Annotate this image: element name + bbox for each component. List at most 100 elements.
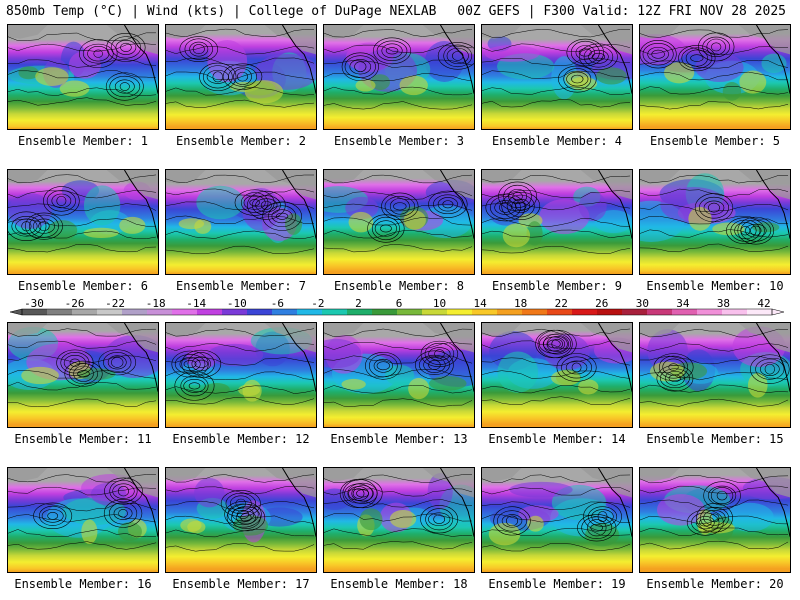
coastline	[282, 323, 316, 392]
colorbar-swatch	[122, 309, 148, 315]
colorbar-swatch	[672, 309, 698, 315]
isobar-contour	[437, 42, 474, 70]
isobar-contour	[349, 59, 372, 75]
cold-airmass	[345, 196, 379, 220]
isobar-contour	[551, 338, 563, 350]
colorbar-tick-label: 26	[595, 297, 608, 310]
cold-airmass	[424, 41, 464, 82]
ensemble-map-panel	[639, 322, 791, 428]
temperature-map	[482, 323, 632, 427]
isobar-contour	[73, 365, 94, 382]
colorbar-swatch	[647, 309, 673, 315]
colorbar-tick-label: -18	[146, 297, 166, 310]
land-mass	[324, 468, 474, 498]
isobar-contour	[708, 202, 720, 213]
isobar-contour	[587, 519, 607, 537]
isobar-contour	[493, 506, 531, 536]
wind-streamline	[166, 343, 315, 352]
wind-streamline	[324, 341, 473, 351]
ensemble-map-panel	[7, 169, 159, 275]
isobar-contour	[578, 48, 592, 57]
coastline	[756, 468, 790, 537]
wind-streamline	[482, 201, 631, 211]
cold-airmass	[518, 505, 559, 523]
colorbar-swatch	[347, 309, 373, 315]
wind-streamline	[640, 372, 789, 381]
wind-streamline	[482, 190, 631, 199]
wind-streamline	[8, 189, 157, 199]
wind-streamline	[482, 70, 631, 79]
coastline	[282, 25, 316, 94]
colorbar-swatch	[622, 309, 648, 315]
isobar-contour	[418, 354, 450, 375]
colorbar-swatch	[722, 309, 748, 315]
wind-streamline	[324, 244, 473, 253]
wind-streamline	[482, 543, 631, 552]
colorbar-max-arrow	[771, 308, 785, 316]
temperature-map	[324, 170, 474, 274]
mild-airmass	[35, 67, 69, 87]
isobar-contour	[271, 209, 293, 224]
cold-airmass	[324, 488, 351, 511]
isobar-contour	[191, 356, 211, 372]
coastline	[440, 468, 474, 537]
wind-streamline	[640, 188, 789, 198]
wind-streamline	[324, 191, 473, 200]
wind-streamline	[640, 355, 789, 365]
isobar-contour	[376, 40, 408, 61]
isobar-contour	[764, 363, 775, 375]
isobar-contour	[255, 198, 278, 213]
colorbar-swatch	[747, 309, 773, 315]
cold-airmass	[647, 329, 688, 373]
colorbar-swatch	[222, 309, 248, 315]
isobar-contour	[535, 329, 573, 359]
coastline	[756, 170, 790, 239]
isobar-contour	[668, 374, 682, 382]
isobar-contour	[647, 46, 669, 62]
wind-streamline	[324, 541, 473, 550]
wind-streamline	[324, 101, 473, 110]
isobar-contour	[588, 49, 609, 64]
isobar-contour	[231, 507, 255, 522]
ensemble-map-panel	[7, 322, 159, 428]
isobar-contour	[220, 489, 261, 517]
isobar-contour	[15, 218, 38, 234]
isobar-contour	[206, 69, 229, 84]
wind-streamline	[166, 188, 315, 197]
temperature-colorbar: -30 -26 -22 -18 -14 -10 -6 -2 2 6 10 14 18 22 26 30 34 38…	[0, 296, 800, 322]
run-valid-time: 00Z GEFS | F300 Valid: 12Z FRI NOV 28 20…	[457, 4, 786, 19]
coastline	[598, 323, 632, 392]
cold-airmass	[324, 338, 362, 369]
isobar-contour	[703, 510, 726, 526]
wind-streamline	[324, 86, 473, 96]
mild-airmass	[565, 70, 591, 88]
isobar-contour	[243, 195, 266, 210]
wind-streamline	[324, 369, 473, 378]
wind-streamline	[8, 340, 157, 349]
isobar-contour	[41, 509, 64, 523]
ensemble-member-caption: Ensemble Member: 9	[491, 279, 623, 293]
isobar-contour	[105, 72, 144, 101]
isobar-contour	[691, 512, 720, 533]
colorbar-swatch	[522, 309, 548, 315]
land-mass	[482, 25, 632, 55]
isobar-contour	[716, 490, 728, 501]
colorbar-tick-label: -10	[227, 297, 247, 310]
isobar-contour	[103, 499, 143, 528]
isobar-contour	[372, 37, 412, 65]
isobar-contour	[371, 216, 400, 241]
isobar-contour	[543, 333, 572, 355]
isobar-contour	[222, 63, 263, 90]
colorbar-swatch	[72, 309, 98, 315]
temperature-map	[324, 25, 474, 129]
wind-streamline	[8, 502, 157, 512]
isobar-contour	[678, 44, 716, 72]
isobar-contour	[443, 44, 473, 68]
wind-streamline	[324, 174, 473, 184]
coastline	[598, 25, 632, 94]
cold-airmass	[8, 192, 52, 229]
isobar-contour	[389, 198, 410, 215]
wind-streamline	[640, 60, 789, 69]
wind-streamline	[640, 100, 789, 110]
temperature-map	[8, 25, 158, 129]
